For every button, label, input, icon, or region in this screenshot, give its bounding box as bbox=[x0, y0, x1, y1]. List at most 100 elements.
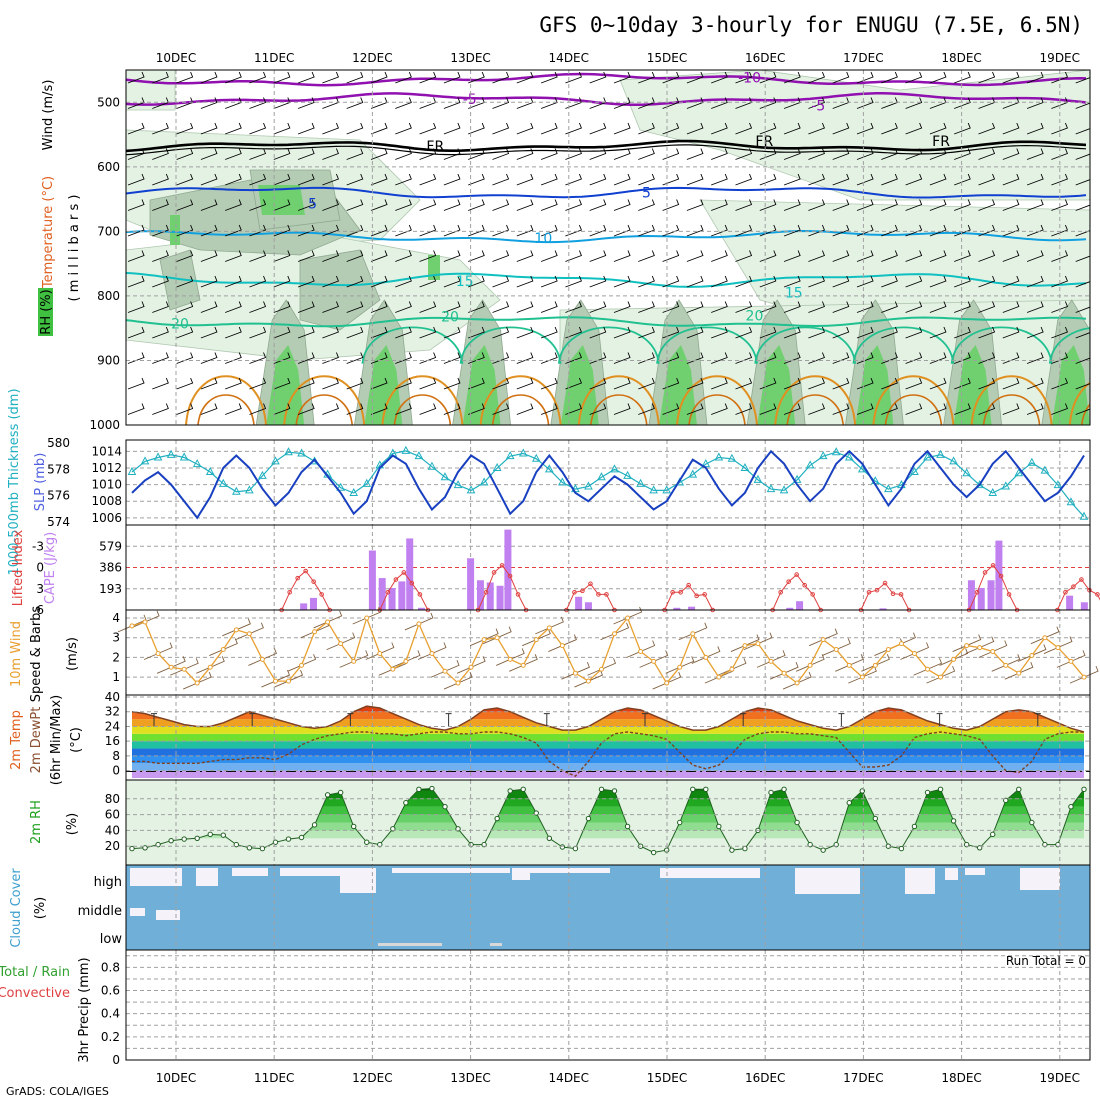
wind-barb bbox=[176, 199, 194, 211]
thickness-point bbox=[518, 448, 528, 457]
wind-barb bbox=[589, 224, 607, 237]
wind-barb bbox=[322, 301, 339, 313]
wind-barb bbox=[249, 71, 267, 84]
wind-barb bbox=[782, 671, 812, 690]
lifted-tick: 3 bbox=[36, 582, 44, 596]
lifted-index-line bbox=[281, 570, 331, 611]
cloud-gap bbox=[130, 868, 182, 886]
wind-barb bbox=[1026, 148, 1044, 160]
wind-speed-point bbox=[625, 615, 631, 621]
rh-point bbox=[311, 822, 318, 828]
rh-point bbox=[520, 786, 526, 793]
wind-barb bbox=[1075, 173, 1090, 186]
wind-barb bbox=[468, 326, 485, 339]
lifted-index-point bbox=[990, 563, 996, 568]
wind-barb bbox=[1075, 250, 1090, 262]
wind-barb bbox=[200, 148, 218, 160]
wind-barb bbox=[176, 403, 194, 415]
wind-barb bbox=[686, 122, 704, 135]
wind-barb bbox=[759, 403, 777, 415]
wind-barb bbox=[225, 301, 242, 313]
wind-barb bbox=[881, 71, 898, 84]
wind-barb bbox=[443, 403, 461, 415]
bottom-date-label: 10DEC bbox=[156, 1071, 196, 1085]
rh-point bbox=[585, 815, 592, 822]
rh-point bbox=[611, 788, 618, 794]
rh-point bbox=[233, 841, 240, 848]
thickness-tick: 578 bbox=[47, 462, 70, 476]
wind-barb bbox=[1075, 326, 1090, 339]
wind-barb bbox=[783, 326, 801, 339]
thickness-point bbox=[531, 453, 541, 462]
wind-barb bbox=[832, 403, 850, 415]
cape-bar bbox=[575, 596, 583, 610]
cape-bar bbox=[368, 550, 376, 610]
rh-point bbox=[807, 841, 813, 848]
wind-speed-point bbox=[468, 664, 474, 670]
wind-barb bbox=[322, 122, 339, 135]
wind-barb bbox=[613, 148, 631, 160]
wind-barb bbox=[905, 250, 923, 262]
wind-label: Wind (m/s) bbox=[41, 80, 56, 151]
isotherm-label: -10 bbox=[738, 71, 761, 87]
wind-barb bbox=[176, 224, 194, 237]
isotherm-line bbox=[126, 92, 1087, 106]
wind-tick: 3 bbox=[112, 631, 120, 645]
wind-barb bbox=[249, 301, 267, 313]
cape-tick: 579 bbox=[99, 539, 122, 553]
isotherm-line bbox=[126, 229, 1087, 244]
wind-barb bbox=[540, 377, 558, 390]
wind-barb bbox=[249, 97, 267, 109]
wind-barb bbox=[1002, 148, 1020, 160]
wind-barb bbox=[370, 403, 388, 415]
wind-barb bbox=[783, 224, 801, 237]
lifted-index-point bbox=[686, 582, 691, 588]
wind-barb bbox=[881, 352, 898, 364]
isotherm-label: FR bbox=[932, 134, 950, 150]
wind-barb bbox=[540, 250, 558, 262]
wind-barb bbox=[613, 326, 631, 339]
wind-barb bbox=[686, 250, 704, 262]
temp-band bbox=[132, 733, 1084, 742]
isotherm-line bbox=[126, 72, 1087, 87]
thickness-tick: 574 bbox=[47, 515, 70, 529]
cloud-gap bbox=[156, 910, 180, 920]
wind-barb bbox=[540, 403, 558, 415]
rh-point bbox=[259, 845, 266, 852]
top-date-label: 14DEC bbox=[549, 51, 589, 65]
wind-barb bbox=[686, 301, 704, 313]
wind-barb bbox=[395, 122, 412, 135]
wind-barb bbox=[540, 275, 558, 288]
wind-speed-point bbox=[755, 641, 761, 647]
wind-barb bbox=[417, 642, 447, 660]
isotherm-hump bbox=[1081, 403, 1090, 425]
wind-barb bbox=[225, 326, 242, 339]
wind-barb bbox=[273, 173, 291, 186]
wind-barb bbox=[1051, 250, 1068, 262]
wind-barb bbox=[370, 250, 388, 262]
rh-point bbox=[716, 823, 722, 830]
wind-barb bbox=[711, 199, 728, 211]
convective-column bbox=[757, 345, 796, 425]
wind-barb bbox=[589, 275, 607, 288]
cloud-gap bbox=[905, 868, 935, 894]
wind-barb bbox=[638, 71, 655, 84]
wind-barb bbox=[492, 377, 510, 390]
convective-column bbox=[364, 345, 403, 425]
cape-bar bbox=[796, 601, 804, 610]
wind-barb bbox=[639, 650, 669, 668]
wind-barb bbox=[395, 199, 412, 211]
wind-barb bbox=[468, 275, 485, 288]
thickness-point bbox=[740, 462, 750, 472]
rh-point bbox=[768, 789, 774, 796]
wind-barb bbox=[1002, 326, 1020, 339]
wind-barb bbox=[613, 403, 631, 415]
temp-tick: 40 bbox=[105, 690, 120, 704]
wind-barb bbox=[443, 224, 461, 237]
rh-point bbox=[598, 786, 605, 793]
wind-speed-point bbox=[494, 635, 500, 641]
cloud-low: low bbox=[100, 932, 123, 947]
rh-band bbox=[132, 790, 1084, 799]
temp-sub2: (6hr Min/Max) bbox=[49, 695, 64, 785]
wind-barb bbox=[954, 377, 971, 390]
